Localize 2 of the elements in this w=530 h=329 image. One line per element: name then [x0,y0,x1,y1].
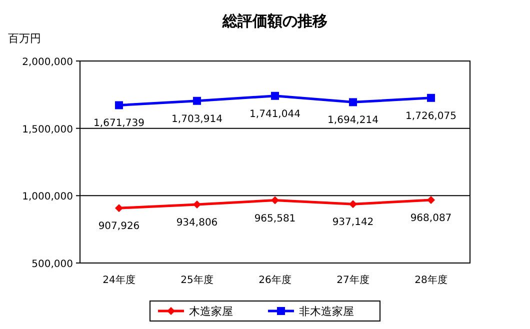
ylabel: 百万円 [8,32,41,45]
title: 総評価額の推移 [222,12,328,30]
